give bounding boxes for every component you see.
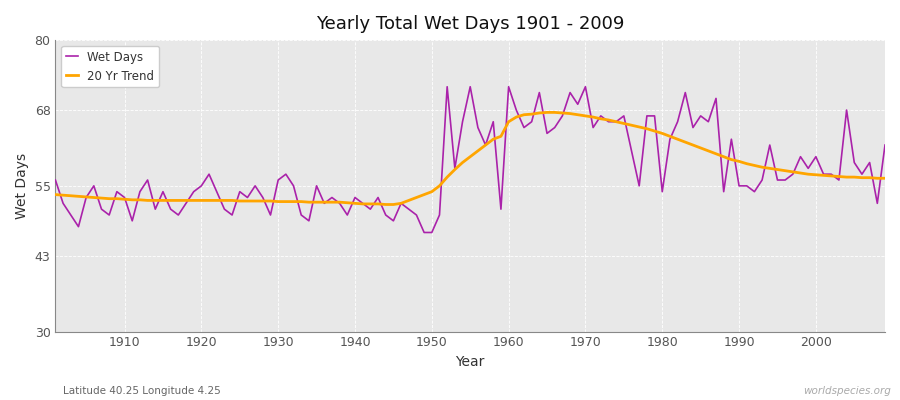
20 Yr Trend	[327, 200, 338, 204]
Legend: Wet Days, 20 Yr Trend: Wet Days, 20 Yr Trend	[61, 46, 159, 87]
20 Yr Trend	[879, 176, 890, 181]
Wet Days	[611, 119, 622, 124]
Wet Days	[442, 84, 453, 89]
Wet Days	[879, 143, 890, 148]
20 Yr Trend	[50, 192, 61, 197]
Wet Days	[327, 195, 338, 200]
20 Yr Trend	[503, 119, 514, 124]
20 Yr Trend	[281, 199, 292, 204]
20 Yr Trend	[611, 119, 622, 124]
X-axis label: Year: Year	[455, 355, 485, 369]
Line: Wet Days: Wet Days	[56, 87, 885, 232]
Text: Latitude 40.25 Longitude 4.25: Latitude 40.25 Longitude 4.25	[63, 386, 220, 396]
Wet Days	[281, 172, 292, 176]
Wet Days	[112, 189, 122, 194]
Wet Days	[418, 230, 429, 235]
20 Yr Trend	[542, 110, 553, 115]
Line: 20 Yr Trend: 20 Yr Trend	[56, 112, 885, 204]
Wet Days	[50, 178, 61, 182]
Y-axis label: Wet Days: Wet Days	[15, 153, 29, 219]
Title: Yearly Total Wet Days 1901 - 2009: Yearly Total Wet Days 1901 - 2009	[316, 15, 625, 33]
20 Yr Trend	[381, 202, 392, 207]
Wet Days	[518, 125, 529, 130]
20 Yr Trend	[511, 115, 522, 120]
Wet Days	[511, 108, 522, 112]
Text: worldspecies.org: worldspecies.org	[803, 386, 891, 396]
20 Yr Trend	[112, 196, 122, 201]
